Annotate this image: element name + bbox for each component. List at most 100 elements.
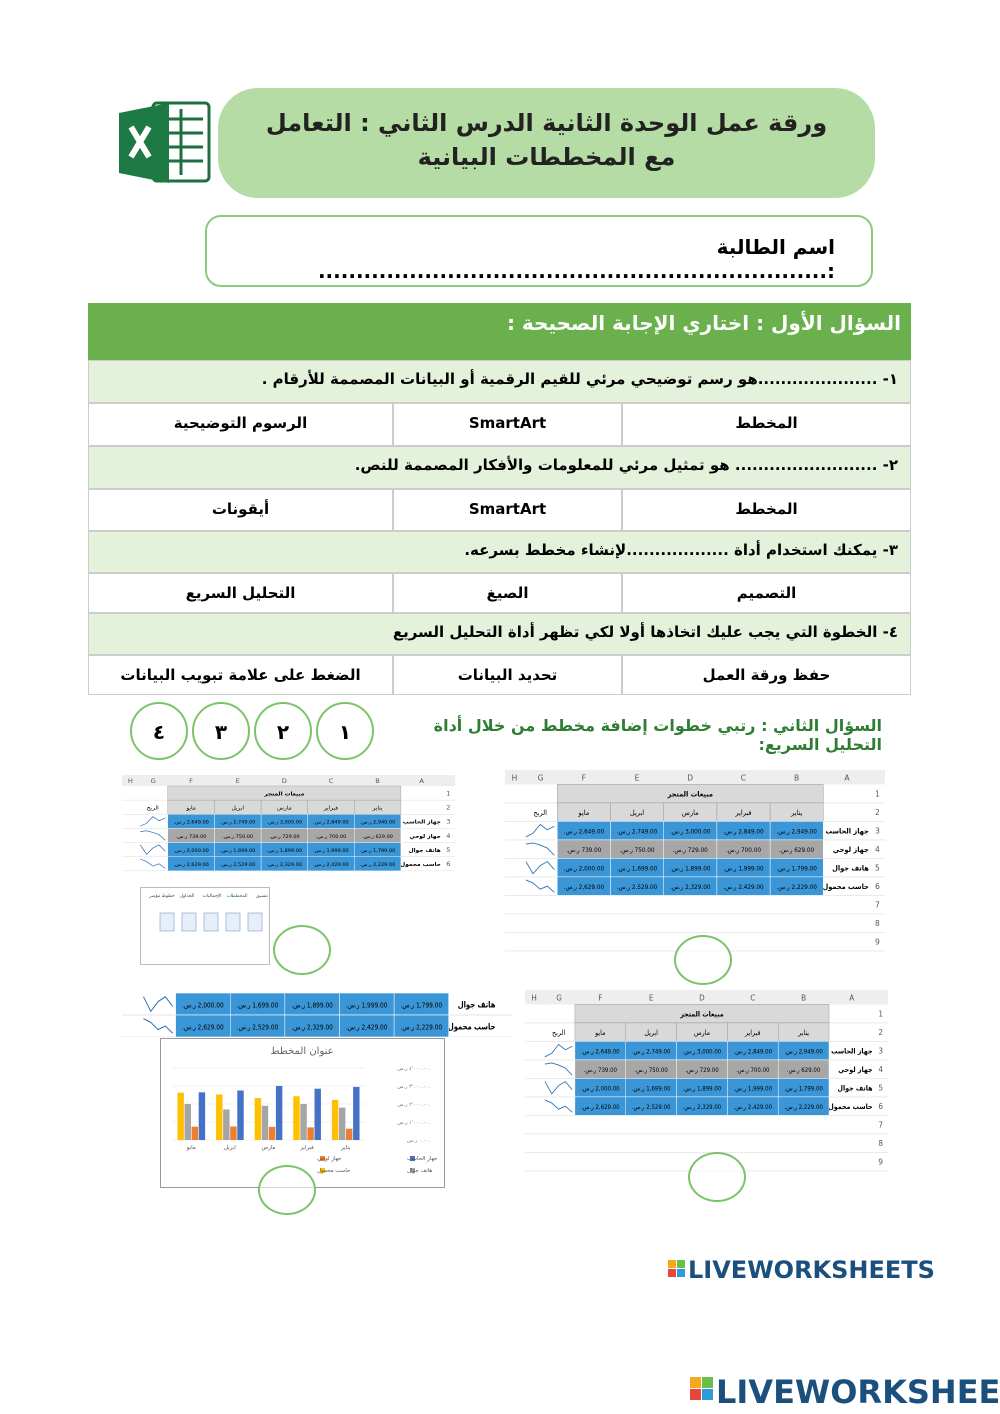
popup-icon (203, 912, 219, 932)
row-number: 1 (446, 790, 450, 798)
cell-value: 2,529.00 ر.س. (617, 884, 658, 891)
answer-option[interactable]: SmartArt (393, 489, 622, 531)
row-label: حاسب محمول (822, 883, 868, 891)
logo-square (668, 1269, 676, 1277)
cell-value: 2,949.00 ر.س. (776, 829, 817, 836)
answer-circle[interactable] (674, 935, 732, 985)
legend-swatch (410, 1156, 415, 1161)
row-label: هاتف جوال (458, 1000, 496, 1010)
cell-value: 750.00 ر.س. (634, 1068, 668, 1074)
y-tick-label: ٣٬٠٠٠.٠٠ ر.س. (397, 1084, 430, 1090)
row-label: جهاز الحاسب (826, 827, 869, 835)
answer-option[interactable]: التصميم (622, 573, 911, 613)
column-letter: C (750, 993, 755, 1003)
row-number: 5 (446, 846, 450, 854)
cell-value: 2,000.00 ر.س. (182, 1001, 224, 1010)
cell-value: 2,849.00 ر.س. (313, 820, 348, 826)
logo-text: LIVEWORKSHEETS (688, 1256, 935, 1284)
cell-value: 2,649.00 ر.س. (173, 820, 208, 826)
column-letter: G (538, 773, 544, 782)
answer-option[interactable]: الصيغ (393, 573, 622, 613)
cell-value: 2,649.00 ر.س. (581, 1049, 620, 1055)
column-letter: G (151, 777, 156, 785)
column-letter: D (687, 773, 693, 782)
legend-swatch (410, 1168, 415, 1173)
month-header: ابريل (644, 1029, 658, 1037)
sparkline (525, 879, 555, 893)
icon-x (128, 125, 152, 159)
answer-option[interactable]: التحليل السريع (88, 573, 393, 613)
y-tick-label: ٤٬٠٠٠.٠٠ ر.س. (397, 1066, 430, 1072)
column-letter: C (329, 777, 334, 785)
row-number: 4 (446, 832, 450, 840)
sparkline (139, 844, 166, 855)
cell-value: 2,000.00 ر.س. (564, 866, 605, 873)
bar (268, 1126, 276, 1140)
cell-value: 2,000.00 ر.س. (581, 1086, 620, 1092)
bar (314, 1088, 321, 1140)
name-box: اسم الطالبة :...........................… (205, 215, 873, 287)
column-letter: H (531, 993, 537, 1003)
sparkline (143, 1018, 173, 1034)
column-letter: E (635, 773, 640, 782)
cell-value: 1,699.00 ر.س. (617, 866, 658, 873)
legend-label: حاسب محمول (317, 1168, 350, 1174)
y-tick-label: ٠.٠٠ ر.س. (407, 1138, 430, 1144)
sparkline (140, 858, 166, 869)
cell-value: 2,229.00 ر.س. (401, 1023, 443, 1032)
bar (261, 1105, 269, 1140)
row-label: حاسب محمول (448, 1022, 496, 1032)
row-number: 8 (875, 919, 880, 928)
answer-option[interactable]: المخطط (622, 489, 911, 531)
row-number: 7 (878, 1120, 883, 1130)
legend-label: جهاز لوحي (317, 1156, 342, 1162)
cell-value: 2,529.00 ر.س. (237, 1023, 279, 1032)
answer-option[interactable]: الرسوم التوضيحية (88, 403, 393, 446)
column-header-bar (505, 770, 885, 785)
column-letter: E (649, 993, 654, 1003)
cell-value: 629.00 ر.س. (362, 834, 393, 840)
column-letter: C (741, 773, 747, 782)
sheet-title: مبيعات المتجر (263, 792, 304, 798)
cell-value: 750.00 ر.س. (222, 834, 253, 840)
x-tick-label: مايو (186, 1145, 196, 1151)
row-label: جهاز لوحي (838, 1066, 872, 1074)
bar (293, 1096, 300, 1140)
answer-option[interactable]: تحديد البيانات (393, 655, 622, 695)
profit-header: الربح (552, 1029, 565, 1037)
cell-value: 2,629.00 ر.س. (182, 1023, 224, 1032)
bar (353, 1086, 360, 1140)
legend-swatch (320, 1156, 325, 1161)
answer-option[interactable]: الضغط على علامة تبويب البيانات (88, 655, 393, 695)
answer-option[interactable]: حفظ ورقة العمل (622, 655, 911, 695)
bar (237, 1090, 244, 1140)
cell-value: 3,000.00 ر.س. (670, 829, 711, 836)
sparkline (525, 842, 555, 856)
bar (184, 1104, 191, 1140)
cell-value: 750.00 ر.س. (620, 847, 655, 854)
title-box: ورقة عمل الوحدة الثانية الدرس الثاني : ا… (218, 88, 875, 198)
cell-value: 1,699.00 ر.س. (220, 848, 255, 854)
column-letter: F (189, 777, 193, 785)
cell-value: 739.00 ر.س. (176, 834, 207, 840)
data-cell (557, 876, 611, 896)
answer-option[interactable]: المخطط (622, 403, 911, 446)
column-letter: D (699, 993, 705, 1003)
question-text: ١- .....................هو رسم توضيحي مر… (88, 360, 911, 403)
answer-option[interactable]: SmartArt (393, 403, 622, 446)
answer-circle[interactable] (273, 925, 331, 975)
cell-value: 1,799.00 ر.س. (401, 1001, 443, 1010)
student-name: اسم الطالبة :...........................… (317, 235, 835, 283)
cell-value: 1,699.00 ر.س. (632, 1086, 671, 1092)
sparkline (525, 823, 555, 838)
month-header: مايو (594, 1029, 606, 1037)
cell-value: 2,849.00 ر.س. (723, 829, 764, 836)
row-number: 7 (875, 900, 880, 909)
answer-circle[interactable] (258, 1165, 316, 1215)
cell-value: 1,899.00 ر.س. (291, 1001, 333, 1010)
cell-value: 700.00 ر.س. (316, 834, 347, 840)
cell-value: 1,899.00 ر.س. (670, 866, 711, 873)
answer-option[interactable]: أيقونات (88, 489, 393, 531)
answer-circle[interactable] (688, 1152, 746, 1202)
row-number: 4 (878, 1065, 883, 1075)
